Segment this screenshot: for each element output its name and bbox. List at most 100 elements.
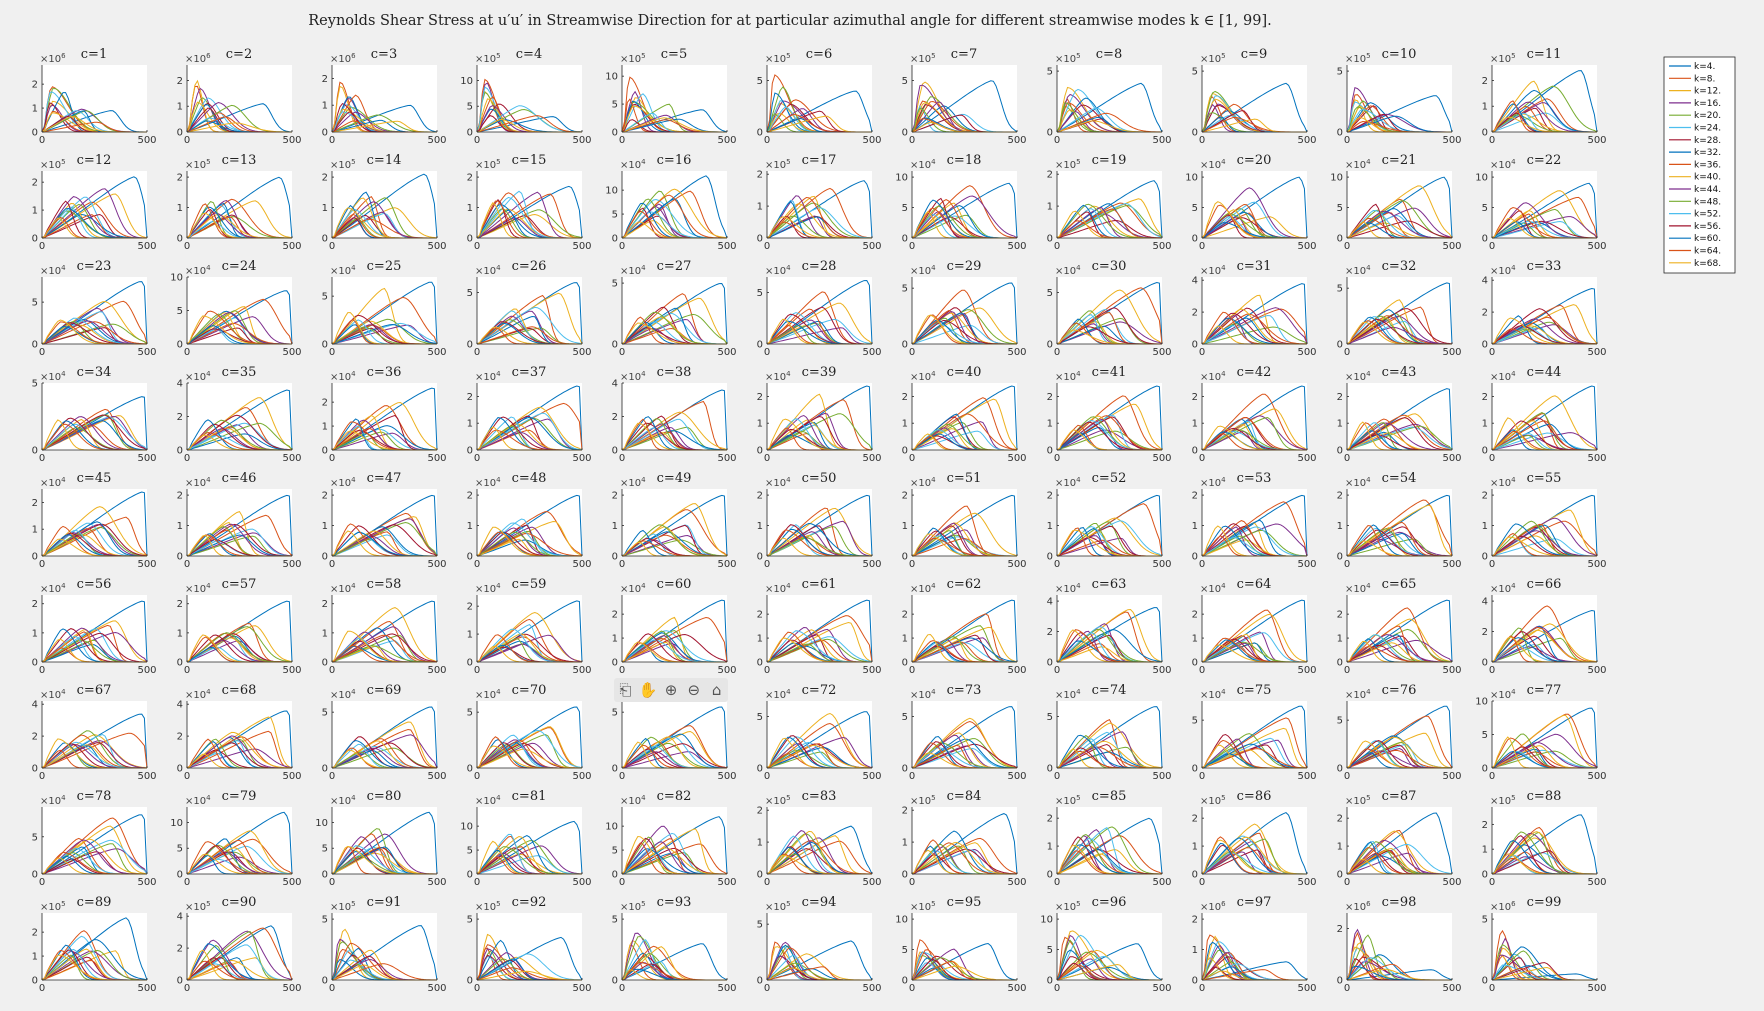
subplot-panel[interactable]: 0 500 0 5 10×104 c=80 <box>315 789 446 888</box>
pan-icon[interactable]: ✋ <box>638 681 658 699</box>
subplot-panel[interactable]: 0 500 0 1 2 ×104 c=64 <box>1192 577 1317 676</box>
subplot-panel[interactable]: 0 500 0 1 2×104 c=55 <box>1482 471 1607 570</box>
subplot-panel[interactable]: 0 500 0 5 10×104 c=21 <box>1330 153 1461 252</box>
subplot-panel[interactable]: 0 500 0 1 2 ×106 c=1 <box>32 47 157 146</box>
subplot-panel[interactable]: 0 500 0 5 10×104 c=77 <box>1475 683 1606 782</box>
subplot-panel[interactable]: 0 500 0 1 2×106 c=3 <box>322 47 447 146</box>
subplot-panel[interactable]: 0 500 0 1 2×104 c=54 <box>1337 471 1462 570</box>
subplot-panel[interactable]: 0 500 0 2 4×105 c=90 <box>177 895 302 994</box>
subplot-panel[interactable]: 0 500 0 1 2×105 c=17 <box>757 153 882 252</box>
subplot-panel[interactable]: 0 500 0 1 2×104 c=40 <box>902 365 1027 464</box>
subplot-panel[interactable]: 0 500 0 1 2×104 c=57 <box>177 577 302 676</box>
subplot-panel[interactable]: 0 500 0 1 2×104 c=58 <box>322 577 447 676</box>
subplot-panel[interactable]: 0 500 0 1 2×104 c=43 <box>1337 365 1462 464</box>
subplot-panel[interactable]: 0 500 0 5 10×105 c=96 <box>1040 895 1171 994</box>
subplot-panel[interactable]: 0 500 0 1 2×104 c=42 <box>1192 365 1317 464</box>
subplot-panel[interactable]: 0 500 0 1 2×105 c=11 <box>1482 47 1607 146</box>
subplot-panel[interactable]: 0 500 0 2 4×104 c=68 <box>177 683 302 782</box>
subplot-panel[interactable]: 0 500 0 5×105 c=10 <box>1337 47 1462 146</box>
subplot-panel[interactable]: 0 500 0 2 4×104 c=63 <box>1047 577 1172 676</box>
zoom-in-icon[interactable]: ⊕ <box>664 681 678 699</box>
subplot-panel[interactable]: 0 500 0 1 2×104 c=39 <box>757 365 882 464</box>
subplot-panel[interactable]: 0 500 0 5×104 c=32 <box>1337 259 1462 358</box>
subplot-panel[interactable]: 0 500 0 5 10×105 c=95 <box>895 895 1026 994</box>
subplot-panel[interactable]: 0 500 0 1 2×104 c=45 <box>32 471 157 570</box>
subplot-panel[interactable]: 0 500 0 2 4×104 c=38 <box>612 365 737 464</box>
subplot-panel[interactable]: 0 500 0 1 2×106 c=2 <box>177 47 302 146</box>
subplot-panel[interactable]: 0 500 0 1 2×105 c=86 <box>1192 789 1317 888</box>
subplot-panel[interactable]: 0 500 0 1 2×104 c=53 <box>1192 471 1317 570</box>
subplot-panel[interactable]: 0 500 0 5×105 c=9 <box>1192 47 1317 146</box>
subplot-panel[interactable]: 0 500 0 5×104 c=26 <box>467 259 592 358</box>
subplot-panel[interactable]: 0 500 0 1 2×105 c=12 <box>32 153 157 252</box>
subplot-panel[interactable]: 0 500 0 5 10 ×104 c=82 <box>605 789 736 888</box>
subplot-panel[interactable]: 0 500 0 5×104 c=72 <box>757 683 882 782</box>
subplot-panel[interactable]: 0 500 0 1 2 ×104 c=65 <box>1337 577 1462 676</box>
subplot-panel[interactable]: 0 500 0 5×104 c=28 <box>757 259 882 358</box>
subplot-panel[interactable]: 0 500 0 5 10×104 c=24 <box>170 259 301 358</box>
subplot-panel[interactable]: 0 500 0 5×105 c=6 <box>757 47 882 146</box>
subplot-panel[interactable]: 0 500 0 5×105 c=92 <box>467 895 592 994</box>
subplot-panel[interactable]: 0 500 0 1 2×105 c=14 <box>322 153 447 252</box>
subplot-panel[interactable]: 0 500 0 1 2×104 c=48 <box>467 471 592 570</box>
subplot-panel[interactable]: 0 500 0 5 10×104 c=20 <box>1185 153 1316 252</box>
subplot-panel[interactable]: 0 500 0 1 2×105 c=15 <box>467 153 592 252</box>
subplot-panel[interactable]: 0 500 0 2 4×104 c=66 <box>1482 577 1607 676</box>
subplot-panel[interactable]: 0 500 0 1 2×105 c=87 <box>1337 789 1462 888</box>
subplot-panel[interactable]: 0 500 0 5 ×104 c=75 <box>1192 683 1317 782</box>
subplot-panel[interactable]: 0 500 0 2×106 c=98 <box>1337 895 1462 994</box>
subplot-panel[interactable]: 0 500 0 5 ×104 c=23 <box>32 259 157 358</box>
subplot-panel[interactable]: 0 500 0 5 10×104 c=22 <box>1475 153 1606 252</box>
subplot-panel[interactable]: 0 500 0 2 4×104 c=31 <box>1192 259 1317 358</box>
subplot-panel[interactable]: 0 500 0 2 4×104 c=35 <box>177 365 302 464</box>
subplot-panel[interactable]: 0 500 0 5 10×105 c=4 <box>460 47 591 146</box>
subplot-panel[interactable]: 0 500 0 1 2×104 c=52 <box>1047 471 1172 570</box>
subplot-panel[interactable]: 0 500 0 5 ×104 c=25 <box>322 259 447 358</box>
subplot-panel[interactable]: 0 500 0 5×104 c=70 <box>467 683 592 782</box>
legend[interactable]: k=4. k=8. k=12. k=16. k=20. k=24. k=28. k=32. k=… <box>1663 56 1736 274</box>
subplot-panel[interactable]: 0 500 0 1 2×104 c=47 <box>322 471 447 570</box>
subplot-panel[interactable]: 0 500 0 1 2×104 c=41 <box>1047 365 1172 464</box>
subplot-panel[interactable]: 0 500 0 5×104 c=73 <box>902 683 1027 782</box>
subplot-panel[interactable]: 0 500 0 1 2×104 c=49 <box>612 471 737 570</box>
zoom-out-icon[interactable]: ⊖ <box>687 681 701 699</box>
subplot-panel[interactable]: 0 500 0 1 2×104 c=44 <box>1482 365 1607 464</box>
subplot-panel[interactable]: 0 500 0 5×105 c=8 <box>1047 47 1172 146</box>
subplot-panel[interactable]: 0 500 0 5×105 c=7 <box>902 47 1027 146</box>
subplot-panel[interactable]: 0 500 0 5×106 c=99 <box>1482 895 1607 994</box>
subplot-panel[interactable]: 0 500 0 5×105 c=94 <box>757 895 882 994</box>
subplot-panel[interactable]: 0 500 0 5 ×104 c=78 <box>32 789 157 888</box>
subplot-panel[interactable]: 0 500 0 1 2 ×105 c=89 <box>32 895 157 994</box>
axes-toolbar[interactable]: ⎗ ✋ ⊕ ⊖ ⌂ <box>614 678 728 702</box>
subplot-panel[interactable]: 0 500 0 1 2×105 c=19 <box>1047 153 1172 252</box>
subplot-panel[interactable]: 0 500 0 5×104 c=29 <box>902 259 1027 358</box>
subplot-panel[interactable]: 0 500 0 1 2×104 c=46 <box>177 471 302 570</box>
subplot-panel[interactable]: 0 500 0 1 2×104 c=56 <box>32 577 157 676</box>
subplot-panel[interactable]: 0 500 0 5 10×105 c=5 <box>605 47 736 146</box>
subplot-panel[interactable]: 0 500 0 5 10×104 c=18 <box>895 153 1026 252</box>
subplot-panel[interactable]: 0 500 0 1 2×104 c=51 <box>902 471 1027 570</box>
subplot-panel[interactable]: 0 500 0 5 10×104 c=79 <box>170 789 301 888</box>
subplot-panel[interactable]: 0 500 0 5×104 c=69 <box>322 683 447 782</box>
subplot-panel[interactable]: 0 500 0 5×104 c=34 <box>32 365 157 464</box>
subplot-panel[interactable]: 0 500 0 5 ×104 c=76 <box>1337 683 1462 782</box>
subplot-panel[interactable]: 0 500 0 1 2 ×104 c=36 <box>322 365 447 464</box>
subplot-panel[interactable]: 0 500 0 5×104 c=74 <box>1047 683 1172 782</box>
subplot-panel[interactable]: 0 500 0 1 2 ×105 c=88 <box>1482 789 1607 888</box>
subplot-panel[interactable]: 0 500 0 5 10 ×104 c=81 <box>460 789 591 888</box>
home-icon[interactable]: ⌂ <box>711 681 722 699</box>
subplot-panel[interactable]: 0 500 0 1 2×104 c=50 <box>757 471 882 570</box>
subplot-panel[interactable]: 0 500 0 1 2×106 c=97 <box>1192 895 1317 994</box>
subplot-panel[interactable]: 0 500 0 1 2×105 c=83 <box>757 789 882 888</box>
subplot-panel[interactable]: 0 500 0 5×105 c=93 <box>612 895 737 994</box>
subplot-panel[interactable]: 0 500 0 1 2×105 c=85 <box>1047 789 1172 888</box>
subplot-panel[interactable]: 0 500 0 2 4×104 c=33 <box>1482 259 1607 358</box>
export-icon[interactable]: ⎗ <box>619 681 632 699</box>
subplot-panel[interactable]: 0 500 0 5 10 ×104 c=16 <box>605 153 736 252</box>
subplot-panel[interactable]: 0 500 0 5×105 c=91 <box>322 895 447 994</box>
subplot-panel[interactable]: 0 500 0 1 2×105 c=13 <box>177 153 302 252</box>
subplot-panel[interactable]: 0 500 0 1 2 ×104 c=62 <box>902 577 1027 676</box>
subplot-panel[interactable]: 0 500 0 1 2×104 c=59 <box>467 577 592 676</box>
subplot-panel[interactable]: 0 500 0 1 2×105 c=84 <box>902 789 1027 888</box>
